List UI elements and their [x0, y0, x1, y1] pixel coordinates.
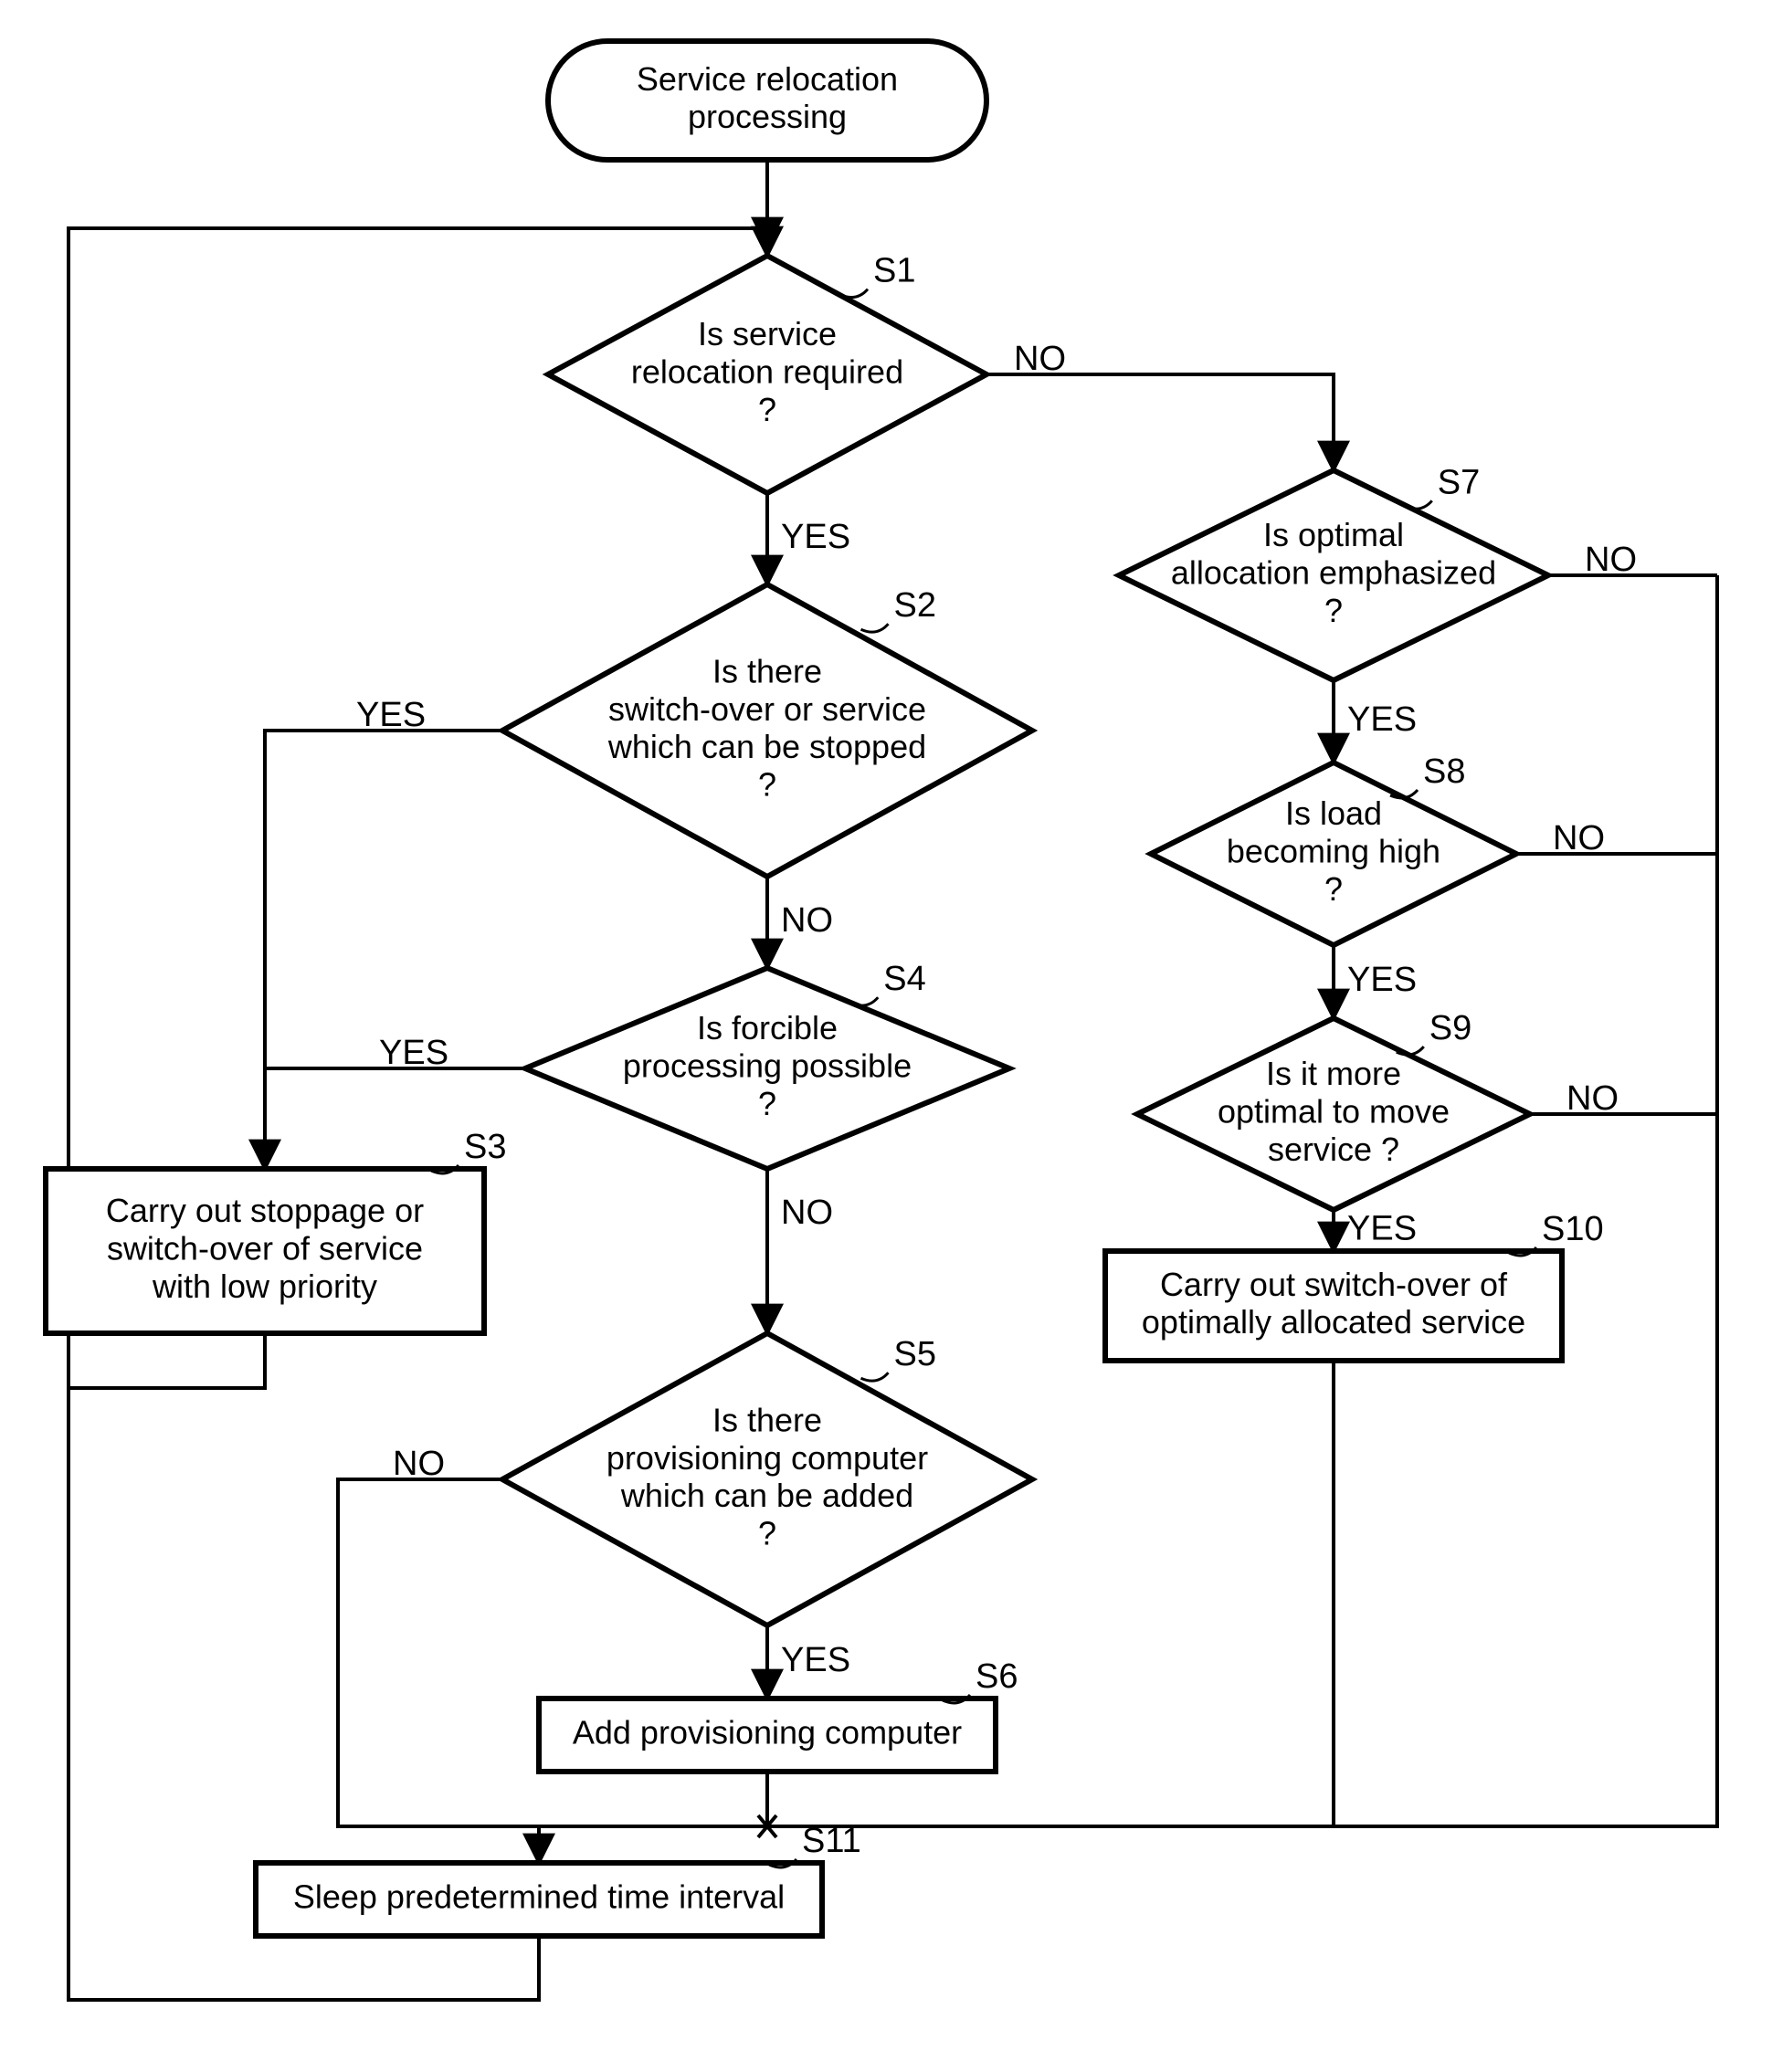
svg-text:YES: YES — [781, 518, 850, 556]
svg-text:S5: S5 — [894, 1335, 936, 1373]
svg-text:?: ? — [758, 1085, 776, 1122]
svg-text:Sleep predetermined time inter: Sleep predetermined time interval — [293, 1878, 785, 1916]
svg-text:processing: processing — [688, 98, 847, 135]
svg-text:provisioning computer: provisioning computer — [606, 1439, 928, 1477]
svg-text:NO: NO — [1014, 340, 1066, 378]
svg-text:Carry out stoppage or: Carry out stoppage or — [106, 1192, 424, 1229]
node-s3: Carry out stoppage orswitch-over of serv… — [46, 1128, 506, 1333]
svg-text:Service relocation: Service relocation — [637, 60, 898, 98]
svg-text:NO: NO — [1566, 1079, 1619, 1118]
svg-text:?: ? — [758, 1515, 776, 1552]
svg-text:with low priority: with low priority — [152, 1267, 377, 1305]
svg-text:YES: YES — [1347, 961, 1417, 999]
svg-text:switch-over or service: switch-over or service — [608, 690, 926, 728]
svg-text:NO: NO — [1585, 541, 1637, 579]
svg-text:S2: S2 — [894, 586, 936, 625]
node-s4: Is forcibleprocessing possible? S4 — [525, 960, 1009, 1169]
svg-text:optimally allocated service: optimally allocated service — [1142, 1303, 1525, 1341]
svg-text:Is load: Is load — [1285, 794, 1382, 832]
svg-text:YES: YES — [379, 1034, 448, 1072]
svg-text:switch-over of service: switch-over of service — [107, 1230, 423, 1267]
svg-text:NO: NO — [393, 1445, 445, 1483]
svg-text:allocation emphasized: allocation emphasized — [1171, 554, 1496, 592]
node-s9: Is it moreoptimal to moveservice ? S9 — [1137, 1009, 1530, 1210]
svg-text:NO: NO — [781, 1194, 833, 1232]
svg-text:S1: S1 — [873, 252, 915, 290]
node-s7: Is optimalallocation emphasized? S7 — [1119, 463, 1548, 680]
svg-text:S6: S6 — [976, 1657, 1018, 1696]
svg-text:?: ? — [758, 766, 776, 804]
svg-text:YES: YES — [1347, 700, 1417, 739]
svg-text:S10: S10 — [1542, 1210, 1604, 1248]
svg-text:?: ? — [1324, 870, 1343, 908]
svg-text:Is it more: Is it more — [1266, 1055, 1401, 1092]
node-s5: Is thereprovisioning computerwhich can b… — [502, 1333, 1032, 1625]
svg-text:becoming high: becoming high — [1227, 833, 1440, 870]
node-s2: Is thereswitch-over or servicewhich can … — [502, 584, 1032, 877]
svg-text:Is there: Is there — [712, 1401, 822, 1438]
svg-text:S3: S3 — [464, 1128, 506, 1166]
svg-text:Carry out switch-over of: Carry out switch-over of — [1160, 1266, 1508, 1303]
node-s1: Is servicerelocation required? S1 — [548, 252, 986, 493]
svg-text:?: ? — [758, 391, 776, 428]
node-start: Service relocationprocessing — [548, 41, 986, 160]
svg-text:?: ? — [1324, 592, 1343, 629]
svg-text:Is there: Is there — [712, 652, 822, 689]
svg-text:YES: YES — [1347, 1210, 1417, 1248]
svg-text:Add provisioning computer: Add provisioning computer — [573, 1714, 962, 1751]
svg-text:which can be added: which can be added — [620, 1477, 913, 1514]
svg-text:YES: YES — [781, 1641, 850, 1679]
svg-text:relocation required: relocation required — [631, 353, 903, 391]
svg-text:S8: S8 — [1423, 752, 1465, 791]
svg-text:S7: S7 — [1438, 463, 1480, 501]
svg-text:NO: NO — [781, 901, 833, 940]
svg-text:Is optimal: Is optimal — [1263, 516, 1404, 553]
svg-text:which can be stopped: which can be stopped — [607, 728, 926, 765]
svg-text:processing possible: processing possible — [623, 1047, 912, 1085]
svg-text:Is service: Is service — [698, 315, 837, 352]
flowchart-diagram: YES NO NO YES NO NO YES YES YES NO NO NO YES YES Servi… — [0, 0, 1772, 2072]
node-s8: Is loadbecoming high? S8 — [1151, 752, 1516, 945]
node-s11: Sleep predetermined time interval S11 — [256, 1822, 861, 1936]
node-s6: Add provisioning computer S6 — [539, 1657, 1018, 1772]
svg-text:YES: YES — [356, 696, 426, 734]
svg-text:S4: S4 — [883, 960, 925, 998]
svg-text:service ?: service ? — [1268, 1131, 1399, 1168]
svg-text:Is forcible: Is forcible — [697, 1009, 838, 1047]
svg-text:NO: NO — [1553, 819, 1605, 857]
svg-text:optimal to move: optimal to move — [1218, 1093, 1450, 1131]
svg-text:S11: S11 — [802, 1822, 861, 1860]
svg-text:S9: S9 — [1429, 1009, 1471, 1047]
